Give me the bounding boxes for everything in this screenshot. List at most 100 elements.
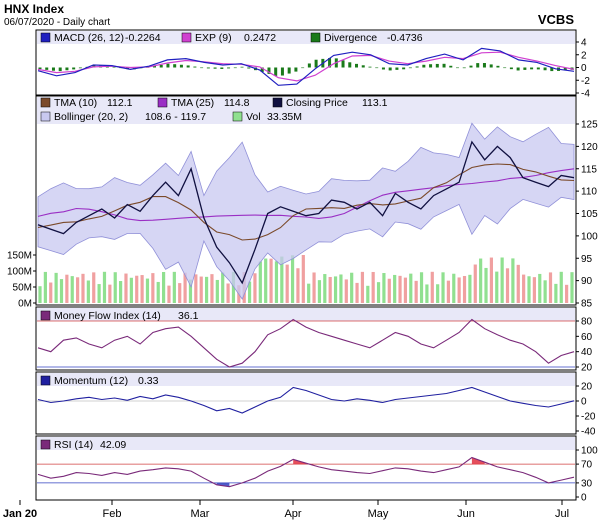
macd-line xyxy=(37,47,575,86)
rsi-axis-tick-label: 100 xyxy=(581,446,598,457)
divergence-bar xyxy=(415,66,419,68)
volume-bar xyxy=(565,284,569,303)
divergence-bar xyxy=(45,67,49,70)
chart-source: VCBS xyxy=(538,12,574,27)
price-axis-tick-label: 120 xyxy=(581,142,598,153)
chart-subtitle: 06/07/2020 - Daily chart xyxy=(4,17,110,28)
divergence-bar xyxy=(159,64,163,68)
divergence-bar xyxy=(482,63,486,68)
divergence-bar xyxy=(489,64,493,68)
divergence-bar xyxy=(341,60,345,68)
volume-bar xyxy=(140,275,144,303)
price-axis-tick-label: 125 xyxy=(581,120,598,131)
volume-bar xyxy=(425,284,429,303)
macd-axis-tick-label: 4 xyxy=(581,38,587,49)
macd-axis-tick-label: 0 xyxy=(581,63,587,74)
tma25-legend-name: TMA (25) xyxy=(171,97,214,109)
volume-bar xyxy=(290,255,295,303)
volume-bar xyxy=(178,283,182,303)
divergence-legend-value: -0.4736 xyxy=(387,32,423,44)
volume-bar xyxy=(344,279,348,303)
volume-bar xyxy=(328,276,332,303)
close-legend-value: 113.1 xyxy=(362,97,388,109)
volume-axis-tick-label: 150M xyxy=(7,251,32,262)
rsi-axis-tick-label: 30 xyxy=(581,478,593,489)
volume-bar xyxy=(204,276,209,303)
volume-bar xyxy=(221,272,225,303)
chart-title: HNX Index xyxy=(4,2,64,16)
divergence-bar xyxy=(469,65,473,68)
divergence-bar xyxy=(536,67,540,70)
divergence-bar xyxy=(213,67,217,69)
momentum-legend: Momentum (12) 0.33 xyxy=(40,375,159,387)
volume-bar xyxy=(570,272,574,303)
volume-bar xyxy=(522,274,526,303)
volume-bar xyxy=(446,280,451,303)
volume-bar xyxy=(59,279,64,303)
volume-bar xyxy=(70,276,74,303)
close-legend-swatch xyxy=(272,97,283,108)
bollinger-legend-name: Bollinger (20, 2) xyxy=(54,111,128,123)
volume-bar xyxy=(199,276,203,303)
macd-axis-tick-label: -2 xyxy=(581,76,590,87)
volume-bar xyxy=(333,276,338,303)
rsi-legend-name: RSI (14) xyxy=(54,439,93,451)
volume-bar xyxy=(554,283,558,303)
divergence-bar xyxy=(355,63,359,68)
volume-bar xyxy=(210,274,214,303)
volume-bar xyxy=(108,284,112,303)
divergence-bar xyxy=(260,67,264,72)
volume-bar xyxy=(124,273,128,303)
volume-bar xyxy=(151,273,155,303)
divergence-bar xyxy=(51,67,55,71)
volume-bar xyxy=(54,272,58,303)
volume-axis-tick-label: 100M xyxy=(7,267,32,278)
divergence-bar xyxy=(381,67,385,70)
volume-bar xyxy=(479,258,483,303)
volume-bar xyxy=(317,280,322,303)
divergence-bar xyxy=(173,64,177,68)
divergence-bar xyxy=(65,67,69,71)
divergence-bar xyxy=(38,67,42,70)
price-axis-tick-label: 85 xyxy=(581,299,593,310)
close-legend-name: Closing Price xyxy=(286,97,348,109)
volume-bar xyxy=(339,274,343,303)
x-axis-label: Feb xyxy=(103,508,122,520)
volume-bar xyxy=(419,272,424,303)
volume-bar xyxy=(393,274,397,303)
divergence-bar xyxy=(193,66,197,68)
volume-bar xyxy=(43,271,47,303)
volume-bar xyxy=(452,273,456,303)
volume-bar xyxy=(274,261,279,303)
x-axis-label: Jul xyxy=(555,508,569,520)
mfi-legend-bar xyxy=(37,308,575,321)
volume-bar xyxy=(511,258,515,303)
mfi-axis-tick-label: 20 xyxy=(581,363,593,374)
divergence-bar xyxy=(516,67,520,71)
x-axis-label: May xyxy=(368,508,389,520)
volume-bar xyxy=(543,280,547,303)
volume-bar xyxy=(119,281,123,303)
divergence-bar xyxy=(247,67,251,69)
divergence-bar xyxy=(233,67,237,69)
volume-bar xyxy=(355,282,359,303)
divergence-bar xyxy=(375,67,379,69)
divergence-bar xyxy=(395,67,399,70)
divergence-bar xyxy=(496,65,500,68)
divergence-bar xyxy=(429,64,433,68)
divergence-bar xyxy=(227,67,231,69)
volume-bar xyxy=(81,273,85,303)
divergence-legend-swatch xyxy=(310,32,321,43)
volume-bar xyxy=(403,277,408,303)
mfi-legend-name: Money Flow Index (14) xyxy=(54,310,161,322)
volume-bar xyxy=(532,277,536,303)
momentum-axis-tick-label: 20 xyxy=(581,382,593,393)
volume-bar xyxy=(473,264,477,303)
divergence-bar xyxy=(112,66,116,68)
divergence-bar xyxy=(563,67,567,71)
divergence-bar xyxy=(550,67,554,72)
volume-bar xyxy=(161,272,166,303)
macd-legend-name: MACD (26, 12) xyxy=(54,32,124,44)
volume-bar xyxy=(307,283,311,303)
tma10-legend-value: 112.1 xyxy=(107,97,133,109)
